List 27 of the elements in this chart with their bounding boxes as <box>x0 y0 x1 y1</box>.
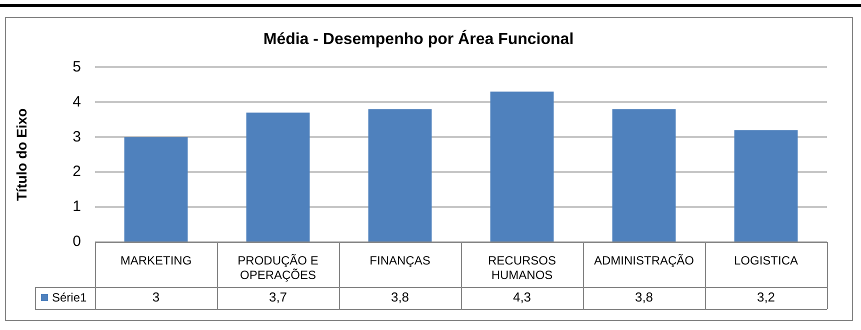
x-tick-label: MARKETING <box>120 254 192 268</box>
bar <box>734 130 798 242</box>
data-label: 3 <box>152 290 160 305</box>
y-tick-label: 2 <box>72 163 81 180</box>
bar <box>246 112 310 242</box>
bar <box>368 109 432 242</box>
y-tick-label: 1 <box>72 198 81 216</box>
x-tick-label: LOGISTICA <box>734 254 798 268</box>
x-tick-label: FINANÇAS <box>370 254 430 268</box>
data-label: 3,7 <box>268 290 288 305</box>
x-tick-label: ADMINISTRAÇÃO <box>594 254 694 268</box>
legend-label: Série1 <box>52 290 88 304</box>
chart-title: Média - Desempenho por Área Funcional <box>263 29 574 48</box>
y-axis-title: Título do Eixo <box>13 108 30 201</box>
y-tick-label: 3 <box>72 128 81 146</box>
y-tick-label: 4 <box>72 93 81 110</box>
bar <box>612 109 676 242</box>
data-label: 4,3 <box>512 290 532 305</box>
bar <box>490 92 554 242</box>
x-tick-label: PRODUÇÃO E OPERAÇÕES <box>238 254 318 282</box>
x-tick-label: RECURSOS HUMANOS <box>488 254 556 282</box>
data-label: 3,2 <box>756 290 776 305</box>
data-label: 3,8 <box>390 290 410 305</box>
data-label: 3,8 <box>634 290 654 305</box>
y-tick-label: 5 <box>72 58 81 76</box>
y-tick-label: 0 <box>72 233 81 250</box>
bar <box>124 137 188 242</box>
